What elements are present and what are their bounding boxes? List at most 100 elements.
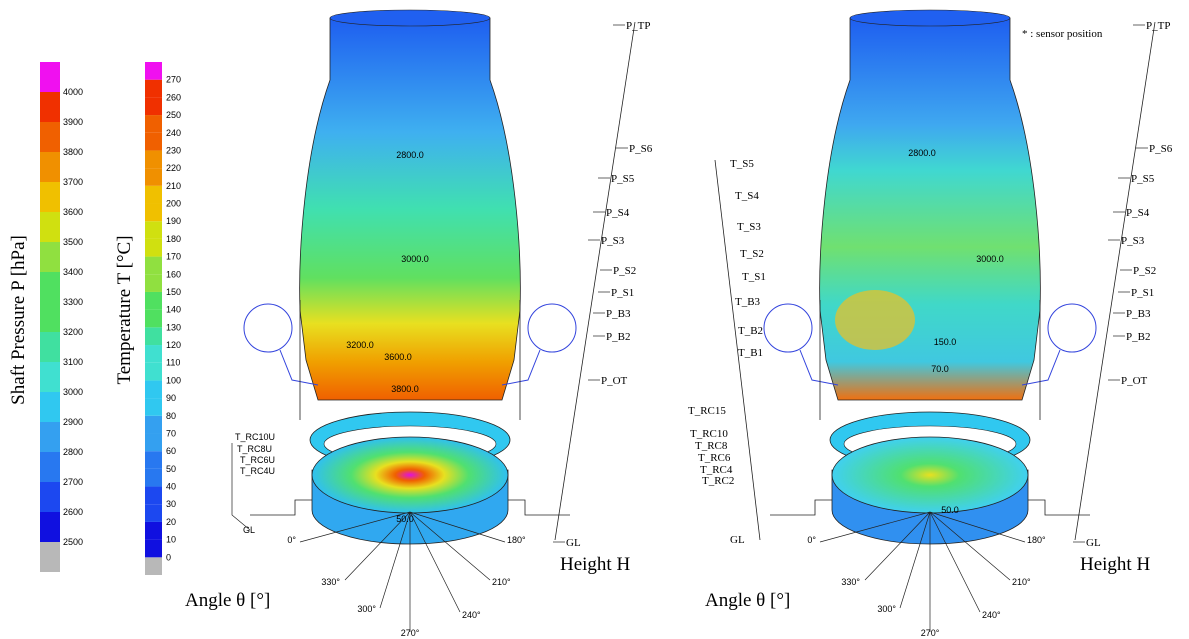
scale-tick-label: 20 bbox=[166, 517, 176, 527]
angle-label: 0° bbox=[807, 535, 816, 545]
contour-label: 70.0 bbox=[931, 364, 949, 374]
contour-label: 2800.0 bbox=[908, 148, 936, 158]
contour-label: 3000.0 bbox=[976, 254, 1004, 264]
height-label: P_S2 bbox=[1133, 265, 1156, 277]
ring-label: T_RC6U bbox=[240, 455, 275, 465]
color-swatch bbox=[145, 150, 162, 168]
shaft-top bbox=[850, 10, 1010, 26]
scale-title: Shaft Pressure P [hPa] bbox=[8, 235, 29, 405]
scale-tick-label: 130 bbox=[166, 322, 181, 332]
scale-tick-label: 180 bbox=[166, 234, 181, 244]
figure: 2500260027002800290030003100320033003400… bbox=[0, 0, 1189, 639]
temperature-label: GL bbox=[730, 534, 745, 546]
color-swatch bbox=[145, 433, 162, 451]
angle-label: 300° bbox=[357, 604, 376, 614]
color-swatch bbox=[145, 257, 162, 275]
height-label: P_B2 bbox=[1126, 331, 1150, 343]
color-swatch bbox=[145, 345, 162, 363]
angle-label: 210° bbox=[1012, 577, 1031, 587]
color-swatch bbox=[145, 310, 162, 328]
color-swatch bbox=[40, 512, 60, 542]
color-swatch bbox=[145, 292, 162, 310]
angle-label: 240° bbox=[462, 610, 481, 620]
height-label: P_S2 bbox=[613, 265, 636, 277]
scale-tick-label: 90 bbox=[166, 393, 176, 403]
color-swatch bbox=[40, 332, 60, 362]
angle-label: 210° bbox=[492, 577, 511, 587]
height-label: P_B2 bbox=[606, 331, 630, 343]
scale-tick-label: 0 bbox=[166, 552, 171, 562]
color-swatch bbox=[145, 62, 162, 80]
axis-title: Angle θ [°] bbox=[705, 590, 790, 611]
scale-tick-label: 160 bbox=[166, 269, 181, 279]
bustle-pipe bbox=[764, 304, 812, 352]
color-swatch bbox=[145, 557, 162, 575]
ring-label: T_RC8U bbox=[237, 444, 272, 454]
scale-tick-label: 3400 bbox=[63, 267, 83, 277]
scale-tick-label: 3900 bbox=[63, 117, 83, 127]
scale-tick-label: 100 bbox=[166, 375, 181, 385]
height-label: P_B3 bbox=[606, 308, 631, 320]
scale-tick-label: 170 bbox=[166, 252, 181, 262]
height-label: P_S6 bbox=[629, 143, 653, 155]
scale-tick-label: 200 bbox=[166, 199, 181, 209]
scale-tick-label: 270 bbox=[166, 75, 181, 85]
height-label: P_S4 bbox=[606, 207, 630, 219]
color-swatch bbox=[40, 452, 60, 482]
temperature-label: T_RC10 bbox=[690, 428, 728, 440]
height-label: P_S3 bbox=[1121, 235, 1145, 247]
color-swatch bbox=[145, 274, 162, 292]
temperature-label: T_S5 bbox=[730, 158, 754, 170]
color-swatch bbox=[145, 239, 162, 257]
ring-label: GL bbox=[243, 525, 255, 535]
color-swatch bbox=[145, 487, 162, 505]
height-label: P_S6 bbox=[1149, 143, 1173, 155]
scale-tick-label: 3100 bbox=[63, 357, 83, 367]
color-swatch bbox=[40, 302, 60, 332]
color-swatch bbox=[145, 115, 162, 133]
color-swatch bbox=[145, 204, 162, 222]
color-swatch bbox=[40, 242, 60, 272]
scale-tick-label: 10 bbox=[166, 535, 176, 545]
height-label: P_TP bbox=[1146, 20, 1170, 32]
scale-tick-label: 2700 bbox=[63, 477, 83, 487]
height-label: P_S5 bbox=[1131, 173, 1155, 185]
color-swatch bbox=[40, 362, 60, 392]
temperature-label: T_RC8 bbox=[695, 440, 728, 452]
height-label: GL bbox=[1086, 537, 1101, 549]
angle-label: 330° bbox=[841, 577, 860, 587]
angle-label: 240° bbox=[982, 610, 1001, 620]
scale-tick-label: 70 bbox=[166, 428, 176, 438]
scale-tick-label: 80 bbox=[166, 411, 176, 421]
temperature-label: T_S3 bbox=[737, 221, 761, 233]
hearth-bottom bbox=[312, 437, 508, 513]
scale-tick-label: 40 bbox=[166, 482, 176, 492]
scale-tick-label: 4000 bbox=[63, 87, 83, 97]
contour-label: 3600.0 bbox=[384, 352, 412, 362]
angle-label: 270° bbox=[401, 628, 420, 638]
scale-tick-label: 260 bbox=[166, 92, 181, 102]
color-swatch bbox=[145, 97, 162, 115]
bustle-pipe bbox=[528, 304, 576, 352]
scale-tick-label: 60 bbox=[166, 446, 176, 456]
scale-tick-label: 210 bbox=[166, 181, 181, 191]
color-swatch bbox=[145, 168, 162, 186]
scale-tick-label: 3700 bbox=[63, 177, 83, 187]
temperature-label: T_RC2 bbox=[702, 475, 734, 487]
scale-tick-label: 3200 bbox=[63, 327, 83, 337]
color-swatch bbox=[145, 451, 162, 469]
scale-tick-label: 250 bbox=[166, 110, 181, 120]
height-label: P_OT bbox=[601, 375, 628, 387]
scale-tick-label: 50 bbox=[166, 464, 176, 474]
height-label: P_S5 bbox=[611, 173, 635, 185]
color-swatch bbox=[145, 504, 162, 522]
hot-zone bbox=[835, 290, 915, 350]
scale-tick-label: 2900 bbox=[63, 417, 83, 427]
height-label: P_B3 bbox=[1126, 308, 1151, 320]
height-label: GL bbox=[566, 537, 581, 549]
color-swatch bbox=[145, 221, 162, 239]
scale-tick-label: 2600 bbox=[63, 507, 83, 517]
color-swatch bbox=[40, 482, 60, 512]
contour-label: 150.0 bbox=[934, 337, 957, 347]
scale-tick-label: 3600 bbox=[63, 207, 83, 217]
